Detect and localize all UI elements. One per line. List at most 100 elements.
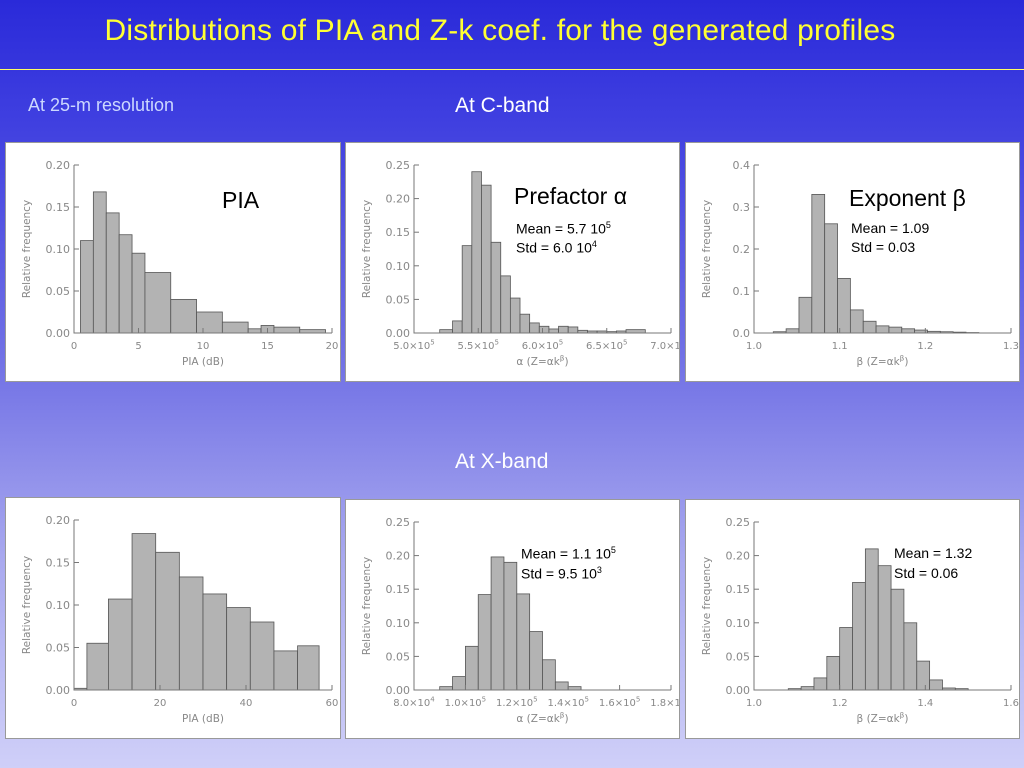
histogram-bar: [131, 533, 157, 691]
histogram-bar: [509, 297, 521, 334]
y-tick-label: 0.00: [386, 684, 411, 697]
annotation-mean: Mean = 1.1 105: [521, 545, 616, 562]
histogram-bar: [170, 298, 197, 334]
histogram-bar: [92, 191, 107, 334]
y-tick-label: 0.10: [386, 260, 411, 273]
histogram-bar: [465, 645, 479, 691]
x-tick-label: 5.5×105: [458, 339, 499, 353]
histogram-bar: [875, 325, 890, 334]
histogram-c-alpha: 0.00 0.05 0.10 0.15 0.20 0.25 5.0×105 5.5×105 6.…: [361, 159, 679, 368]
chart-panel-c-alpha: 0.00 0.05 0.10 0.15 0.20 0.25 5.0×105 5.5×105 6.…: [345, 142, 680, 382]
annotation-std: Std = 6.0 104: [516, 239, 597, 256]
x-axis-label: β (Z=αkβ): [857, 353, 909, 368]
histogram-bar: [542, 659, 556, 691]
histogram-bar: [273, 326, 301, 334]
x-tick-label: 1.0×105: [445, 696, 486, 710]
histogram-bar: [837, 277, 851, 334]
histogram-bar: [864, 548, 879, 691]
histogram-bar: [452, 320, 463, 334]
x-axis-label: β (Z=αkβ): [857, 710, 909, 725]
y-tick-label: 0.20: [386, 193, 411, 206]
x-tick-label: 10: [197, 341, 210, 352]
histogram-bar: [929, 679, 943, 691]
histogram-bar: [131, 252, 146, 334]
histogram-bar: [852, 582, 866, 691]
x-tick-label: 1.1: [832, 341, 848, 352]
x-tick-label: 40: [240, 698, 253, 709]
histogram-x-pia: 0.00 0.05 0.10 0.15 0.20 0 20 40 60 PIA (dB) Relat…: [21, 514, 339, 725]
x-tick-label: 1.2×105: [496, 696, 537, 710]
histogram-bar: [249, 621, 275, 691]
x-tick-label: 0: [71, 341, 77, 352]
chart-panel-c-pia: 0.00 0.05 0.10 0.15 0.20 0 5 10 15 20 PIA (dB) Rela…: [5, 142, 341, 382]
x-tick-label: 6.5×105: [586, 339, 627, 353]
histogram-bar: [826, 655, 841, 691]
histogram-bar: [849, 309, 864, 334]
annotation-title: PIA: [222, 187, 260, 213]
histogram-bar: [824, 223, 838, 334]
x-tick-label: 1.2: [917, 341, 933, 352]
y-axis-label: Relative frequency: [701, 200, 713, 298]
x-tick-label: 5: [135, 341, 141, 352]
histogram-bar: [503, 561, 518, 691]
histogram-bar: [439, 686, 453, 691]
x-tick-label: 20: [326, 341, 339, 352]
histogram-bar: [916, 660, 931, 691]
histogram-bar: [862, 320, 877, 334]
chart-panel-c-beta: 0.0 0.1 0.2 0.3 0.4 1.0 1.1 1.2 1.3 β (Z=αkβ) Rela…: [685, 142, 1020, 382]
histogram-bar: [490, 556, 505, 691]
title-divider: [0, 69, 1024, 70]
histogram-bar: [529, 631, 543, 691]
x-tick-label: 6.0×105: [522, 339, 563, 353]
y-tick-label: 0.05: [386, 293, 411, 306]
histogram-bar: [452, 676, 466, 691]
histogram-bar: [461, 245, 473, 334]
y-tick-label: 0.10: [46, 599, 71, 612]
histogram-bar: [297, 645, 320, 691]
y-axis-label: Relative frequency: [21, 200, 33, 298]
histogram-x-alpha: 0.00 0.05 0.10 0.15 0.20 0.25 8.0×104 1.0×105 1.…: [361, 516, 679, 725]
histogram-bar: [901, 328, 916, 334]
histogram-bar: [108, 598, 133, 691]
y-tick-label: 0.20: [46, 159, 71, 172]
histogram-c-pia: 0.00 0.05 0.10 0.15 0.20 0 5 10 15 20 PIA (dB) Rela…: [21, 159, 339, 368]
x-tick-label: 1.4: [917, 698, 933, 709]
xband-label: At X-band: [455, 450, 549, 473]
annotation-title: Prefactor α: [514, 183, 628, 209]
y-tick-label: 0.25: [386, 159, 411, 172]
histogram-bar: [471, 171, 482, 334]
y-tick-label: 0.25: [386, 516, 411, 529]
y-tick-label: 0.00: [726, 684, 751, 697]
histogram-bar: [155, 551, 180, 691]
histogram-bar: [80, 240, 94, 334]
y-tick-label: 0.3: [733, 201, 751, 214]
x-tick-label: 1.4×105: [547, 696, 588, 710]
x-tick-label: 60: [326, 698, 339, 709]
chart-panel-x-beta: 0.00 0.05 0.10 0.15 0.20 0.25 1.0 1.2 1.4 1.6 β (Z…: [685, 499, 1020, 739]
histogram-bar: [567, 686, 582, 691]
y-tick-label: 0.25: [726, 516, 751, 529]
y-tick-label: 0.20: [46, 514, 71, 527]
y-tick-label: 0.00: [386, 327, 411, 340]
y-tick-label: 0.10: [46, 243, 71, 256]
y-tick-label: 0.00: [46, 327, 71, 340]
histogram-bar: [519, 313, 531, 334]
y-axis-label: Relative frequency: [701, 557, 713, 655]
y-tick-label: 0.15: [386, 583, 411, 596]
chart-panel-x-alpha: 0.00 0.05 0.10 0.15 0.20 0.25 8.0×104 1.0×105 1.…: [345, 499, 680, 739]
histogram-bar: [839, 627, 853, 691]
x-axis-label: α (Z=αkβ): [516, 353, 568, 368]
histogram-bar: [785, 328, 800, 334]
histogram-bar: [202, 593, 228, 691]
histogram-bar: [529, 322, 540, 334]
x-tick-label: 15: [261, 341, 274, 352]
y-axis-label: Relative frequency: [361, 557, 373, 655]
x-tick-label: 5.0×105: [393, 339, 434, 353]
histogram-bar: [86, 642, 109, 691]
x-tick-label: 1.2: [832, 698, 848, 709]
histogram-bar: [221, 321, 249, 334]
histogram-bar: [625, 329, 646, 334]
y-tick-label: 0.2: [733, 243, 751, 256]
y-axis-label: Relative frequency: [361, 200, 373, 298]
y-tick-label: 0.15: [46, 557, 71, 570]
